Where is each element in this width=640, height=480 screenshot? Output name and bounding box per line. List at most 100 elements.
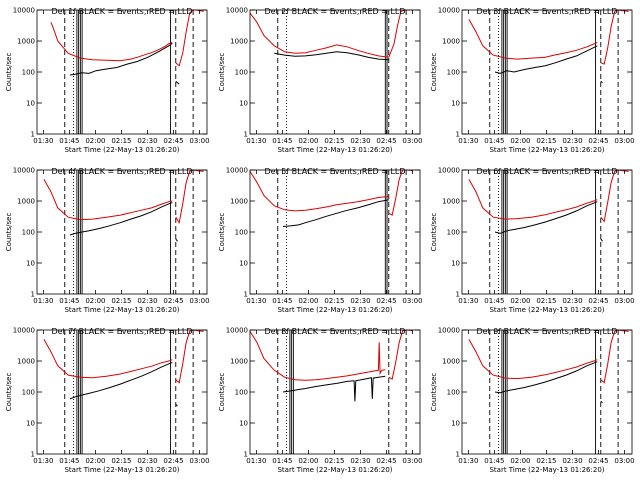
x-tick-label: 02:45 — [163, 457, 183, 465]
chart-title: Det 6f BLACK = Events, RED = LLD — [476, 167, 617, 176]
x-tick-label: 02:15 — [324, 137, 344, 145]
x-tick-label: 02:15 — [111, 297, 131, 305]
plot-frame — [249, 169, 421, 295]
x-axis-label: Start Time (22-May-13 01:26:20) — [277, 146, 392, 154]
x-tick-label: 01:30 — [458, 297, 478, 305]
y-tick-label: 10 — [239, 100, 248, 108]
plot-frame — [461, 169, 633, 295]
x-tick-label: 03:00 — [614, 297, 634, 305]
x-tick-label: 01:30 — [458, 457, 478, 465]
x-tick-label: 01:30 — [246, 297, 266, 305]
x-axis-label: Start Time (22-May-13 01:26:20) — [489, 466, 604, 474]
x-tick-label: 01:30 — [33, 297, 53, 305]
y-axis-label: Counts/sec — [430, 53, 438, 92]
y-tick-label: 10000 — [438, 167, 460, 175]
lld-series-line — [175, 169, 204, 225]
y-tick-label: 10000 — [13, 327, 35, 335]
lld-series-line — [175, 329, 204, 384]
x-tick-label: 01:30 — [33, 137, 53, 145]
y-tick-label: 10000 — [226, 167, 248, 175]
y-tick-label: 10000 — [438, 327, 460, 335]
x-tick-label: 02:15 — [111, 137, 131, 145]
detector-panel: 01:30 01:45 02:00 02:15 02:30 02:45 03:00 1 10 10… — [218, 327, 423, 475]
x-tick-label: 02:45 — [588, 457, 608, 465]
events-series-line — [494, 361, 598, 394]
y-axis-label: Counts/sec — [218, 373, 226, 412]
x-tick-label: 01:45 — [484, 137, 504, 145]
events-series-line — [600, 238, 603, 242]
events-series-line — [69, 42, 173, 76]
chart-title: Det 3f BLACK = Events, RED = LLD — [476, 7, 617, 16]
plot-frame — [36, 9, 208, 135]
detector-panel: 01:30 01:45 02:00 02:15 02:30 02:45 03:00 1 10 10… — [5, 167, 210, 315]
lld-series-line — [249, 331, 386, 381]
lld-series-line — [600, 169, 629, 223]
y-tick-label: 1 — [244, 451, 248, 459]
y-tick-label: 10000 — [226, 7, 248, 15]
x-tick-label: 01:45 — [272, 137, 292, 145]
x-tick-label: 01:30 — [246, 137, 266, 145]
events-series-line — [175, 238, 178, 242]
x-tick-label: 03:00 — [402, 137, 422, 145]
detector-panel: 01:30 01:45 02:00 02:15 02:30 02:45 03:00 1 10 10… — [430, 327, 635, 475]
detector-panel: 01:30 01:45 02:00 02:15 02:30 02:45 03:00 1 10 10… — [5, 7, 210, 155]
x-tick-label: 02:45 — [376, 137, 396, 145]
y-tick-label: 100 — [235, 389, 248, 397]
y-tick-label: 1 — [244, 131, 248, 139]
y-tick-label: 1000 — [442, 38, 460, 46]
lld-series-line — [468, 19, 598, 60]
x-tick-label: 02:45 — [588, 137, 608, 145]
y-tick-label: 100 — [22, 69, 35, 77]
y-tick-label: 10 — [451, 100, 460, 108]
x-tick-label: 02:30 — [137, 297, 157, 305]
y-axis-label: Counts/sec — [5, 213, 13, 252]
x-axis-label: Start Time (22-May-13 01:26:20) — [277, 306, 392, 314]
lld-series-line — [43, 179, 173, 221]
y-tick-label: 1000 — [442, 198, 460, 206]
plot-frame — [36, 169, 208, 295]
x-tick-label: 02:15 — [536, 457, 556, 465]
y-axis-label: Counts/sec — [218, 53, 226, 92]
x-tick-label: 01:45 — [272, 297, 292, 305]
y-tick-label: 10000 — [226, 327, 248, 335]
plot-frame — [249, 329, 421, 455]
y-tick-label: 100 — [447, 229, 460, 237]
x-axis-label: Start Time (22-May-13 01:26:20) — [489, 306, 604, 314]
plot-frame — [36, 329, 208, 455]
x-tick-label: 02:30 — [350, 457, 370, 465]
x-tick-label: 02:45 — [376, 297, 396, 305]
events-series-line — [282, 375, 386, 402]
lld-series-line — [600, 329, 629, 384]
x-tick-label: 02:15 — [324, 297, 344, 305]
y-tick-label: 100 — [22, 389, 35, 397]
plot-frame — [249, 9, 421, 135]
y-tick-label: 1 — [31, 291, 35, 299]
y-tick-label: 10 — [26, 420, 35, 428]
x-tick-label: 02:45 — [376, 457, 396, 465]
x-tick-label: 02:30 — [137, 137, 157, 145]
y-tick-label: 1 — [456, 131, 460, 139]
x-tick-label: 02:00 — [85, 297, 105, 305]
x-tick-label: 02:00 — [85, 137, 105, 145]
lld-series-line — [388, 9, 414, 58]
x-tick-label: 01:30 — [246, 457, 266, 465]
y-tick-label: 100 — [447, 389, 460, 397]
x-tick-label: 03:00 — [614, 137, 634, 145]
y-tick-label: 1 — [244, 291, 248, 299]
y-axis-label: Counts/sec — [5, 373, 13, 412]
x-tick-label: 03:00 — [402, 297, 422, 305]
lld-series-line — [249, 171, 389, 212]
x-tick-label: 03:00 — [189, 137, 209, 145]
lld-series-line — [50, 22, 173, 62]
events-series-line — [494, 45, 598, 74]
x-tick-label: 02:45 — [588, 297, 608, 305]
y-tick-label: 10 — [26, 100, 35, 108]
x-tick-label: 01:45 — [59, 137, 79, 145]
y-tick-label: 1000 — [230, 198, 248, 206]
y-tick-label: 10 — [451, 420, 460, 428]
events-series-line — [175, 403, 178, 407]
x-tick-label: 02:15 — [536, 137, 556, 145]
x-tick-label: 01:30 — [458, 137, 478, 145]
x-axis-label: Start Time (22-May-13 01:26:20) — [489, 146, 604, 154]
